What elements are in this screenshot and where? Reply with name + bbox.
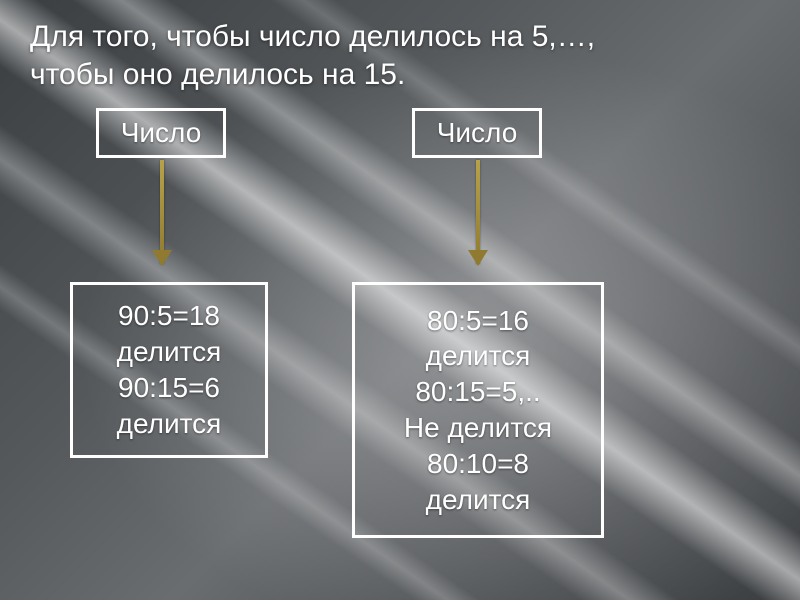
left-line: 90:5=18 bbox=[118, 298, 220, 334]
slide-stage: { "title": { "line1": "Для того, чтобы ч… bbox=[0, 0, 800, 600]
right-line: 80:5=16 bbox=[427, 303, 529, 339]
left-number-label-box: Число bbox=[96, 108, 226, 158]
title-line-2: чтобы оно делилось на 15. bbox=[30, 58, 405, 91]
title-line-1: Для того, чтобы число делилось на 5,…, bbox=[30, 20, 595, 53]
left-line: делится bbox=[117, 406, 222, 442]
right-line: Не делится bbox=[404, 410, 552, 446]
right-number-label: Число bbox=[437, 117, 518, 149]
right-line: 80:10=8 bbox=[427, 446, 529, 482]
right-line: 80:15=5,.. bbox=[415, 374, 540, 410]
arrow-down-icon bbox=[160, 160, 164, 264]
left-line: делится bbox=[117, 334, 222, 370]
right-number-label-box: Число bbox=[412, 108, 542, 158]
slide-title: Для того, чтобы число делилось на 5,…, ч… bbox=[30, 18, 770, 93]
right-example-box: 80:5=16 делится 80:15=5,.. Не делится 80… bbox=[352, 282, 604, 538]
right-line: делится bbox=[426, 338, 531, 374]
arrow-down-icon bbox=[476, 160, 480, 264]
right-line: делится bbox=[426, 482, 531, 518]
left-number-label: Число bbox=[121, 117, 202, 149]
left-example-box: 90:5=18 делится 90:15=6 делится bbox=[70, 282, 268, 458]
left-line: 90:15=6 bbox=[118, 370, 220, 406]
